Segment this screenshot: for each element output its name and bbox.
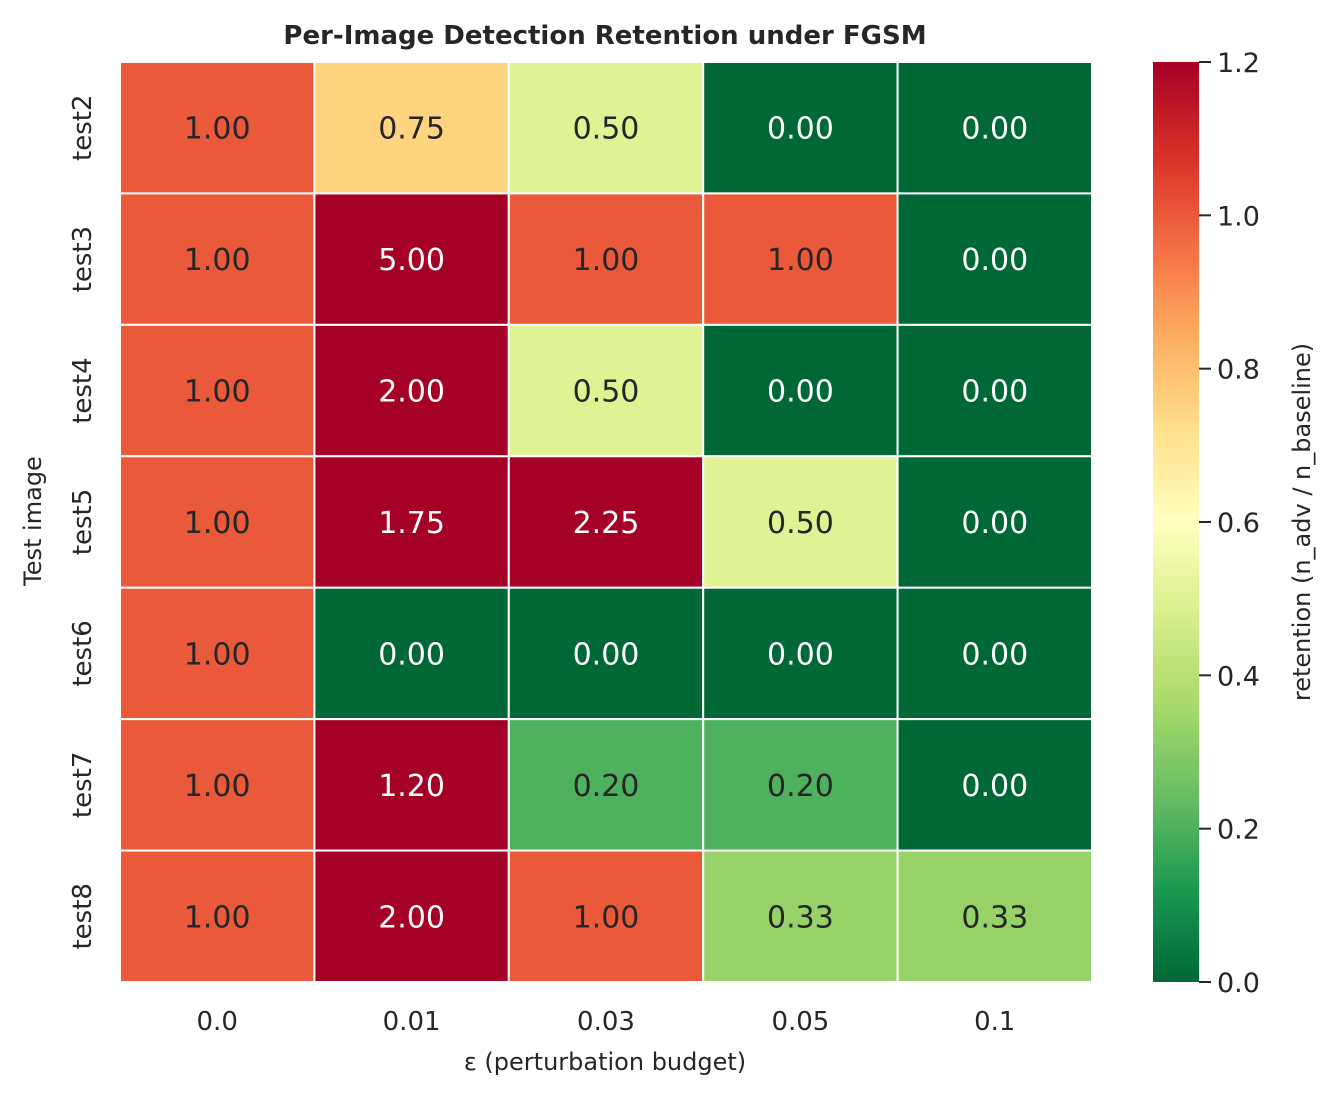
y-tick-label: test5 — [68, 489, 98, 555]
cell-value-label: 2.00 — [378, 900, 445, 935]
x-tick-label: 0.1 — [974, 1007, 1015, 1037]
heatmap-cell — [313, 586, 510, 721]
cell-value-label: 0.00 — [961, 506, 1028, 541]
colorbar: 0.0 0.2 0.4 0.6 0.8 1.0 1.2 retention (n_adv /… — [1153, 48, 1316, 999]
heatmap-cell — [507, 718, 705, 852]
heatmap-cell — [119, 849, 316, 983]
cell-value-label: 1.00 — [184, 375, 251, 410]
heatmap-cell — [896, 455, 1093, 589]
heatmap-cell — [896, 849, 1093, 983]
cell-value-label: 0.20 — [573, 769, 640, 804]
cell-value-label: 1.00 — [184, 769, 251, 804]
cell-value-label: 0.00 — [961, 769, 1028, 804]
heatmap-cell — [896, 323, 1093, 458]
x-tick-label: 0.0 — [197, 1007, 238, 1037]
cell-value-label: 0.33 — [767, 900, 834, 935]
heatmap-cell — [119, 61, 316, 195]
heatmap-cell — [702, 323, 899, 458]
heatmap-cell — [896, 61, 1093, 195]
heatmap-cell — [313, 323, 510, 458]
y-tick-label: test3 — [68, 226, 98, 292]
cell-value-label: 5.00 — [378, 243, 445, 278]
heatmap-cell — [119, 455, 316, 589]
cell-value-label: 1.00 — [184, 112, 251, 147]
y-tick-label: test7 — [68, 752, 98, 818]
cell-value-label: 0.00 — [767, 637, 834, 672]
x-tick-labels: 0.0 0.01 0.03 0.05 0.1 — [197, 1007, 1016, 1037]
heatmap-cell — [313, 455, 510, 589]
x-tick-label: 0.01 — [383, 1007, 441, 1037]
cell-value-label: 0.00 — [961, 243, 1028, 278]
heatmap-cell — [119, 586, 316, 721]
colorbar-ticks: 0.0 0.2 0.4 0.6 0.8 1.0 1.2 — [1199, 48, 1260, 999]
cell-value-label: 1.00 — [767, 243, 834, 278]
cell-value-label: 1.00 — [184, 637, 251, 672]
cell-value-label: 1.00 — [184, 243, 251, 278]
cell-value-label: 0.00 — [961, 637, 1028, 672]
heatmap-cells: 1.00 0.75 0.50 0.00 0.00 1.00 5.00 1.00 1.00 0.00… — [119, 61, 1093, 983]
colorbar-tick-label: 0.0 — [1217, 968, 1260, 999]
cell-value-label: 2.00 — [378, 375, 445, 410]
y-axis-label: Test image — [19, 456, 47, 587]
heatmap-cell — [896, 586, 1093, 721]
cell-value-label: 0.75 — [378, 112, 445, 147]
y-tick-label: test4 — [68, 357, 98, 423]
colorbar-gradient — [1153, 62, 1199, 982]
cell-value-label: 0.00 — [767, 112, 834, 147]
heatmap-cell — [313, 61, 510, 195]
heatmap-cell — [507, 61, 705, 195]
y-tick-label: test2 — [68, 94, 98, 160]
heatmap-cell — [507, 586, 705, 721]
heatmap-cell — [702, 718, 899, 852]
x-tick-label: 0.05 — [771, 1007, 829, 1037]
colorbar-tick-label: 1.2 — [1217, 48, 1260, 79]
cell-value-label: 0.33 — [961, 900, 1028, 935]
heatmap-cell — [507, 455, 705, 589]
heatmap-cell — [119, 192, 316, 326]
cell-value-label: 1.00 — [573, 243, 640, 278]
heatmap-cell — [507, 192, 705, 326]
heatmap-cell — [896, 718, 1093, 852]
heatmap-cell — [702, 849, 899, 983]
chart-title: Per-Image Detection Retention under FGSM — [283, 21, 926, 51]
cell-value-label: 0.00 — [961, 375, 1028, 410]
cell-value-label: 1.00 — [184, 506, 251, 541]
colorbar-tick-label: 0.8 — [1217, 355, 1260, 386]
cell-value-label: 0.00 — [961, 112, 1028, 147]
cell-value-label: 1.00 — [573, 900, 640, 935]
y-tick-labels: test2 test3 test4 test5 test6 test7 test8 — [68, 94, 98, 949]
colorbar-label: retention (n_adv / n_baseline) — [1288, 343, 1316, 701]
cell-value-label: 0.20 — [767, 769, 834, 804]
cell-value-label: 0.00 — [378, 637, 445, 672]
cell-value-label: 1.00 — [184, 900, 251, 935]
cell-value-label: 0.50 — [767, 506, 834, 541]
cell-value-label: 0.50 — [573, 375, 640, 410]
heatmap-cell — [702, 455, 899, 589]
heatmap-cell — [702, 61, 899, 195]
colorbar-tick-label: 0.2 — [1217, 815, 1260, 846]
cell-value-label: 0.50 — [573, 112, 640, 147]
y-tick-label: test8 — [68, 883, 98, 949]
colorbar-tick-label: 1.0 — [1217, 201, 1260, 232]
colorbar-tick-label: 0.6 — [1217, 508, 1260, 539]
heatmap-cell — [896, 192, 1093, 326]
heatmap-cell — [313, 718, 510, 852]
cell-value-label: 1.20 — [378, 769, 445, 804]
cell-value-label: 2.25 — [573, 506, 640, 541]
x-axis-label: ε (perturbation budget) — [464, 1048, 746, 1076]
heatmap-cell — [507, 323, 705, 458]
cell-value-label: 0.00 — [573, 637, 640, 672]
cell-value-label: 1.75 — [378, 506, 445, 541]
y-tick-label: test6 — [68, 620, 98, 686]
colorbar-tick-label: 0.4 — [1217, 661, 1260, 692]
x-tick-label: 0.03 — [577, 1007, 635, 1037]
cell-value-label: 0.00 — [767, 375, 834, 410]
